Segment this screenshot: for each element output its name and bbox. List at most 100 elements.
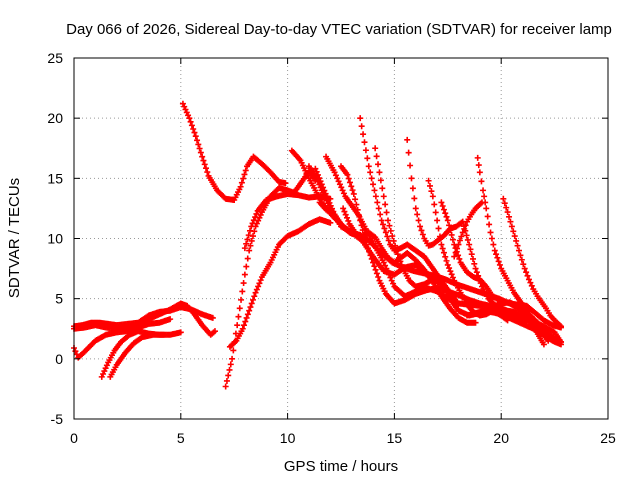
data-point — [242, 318, 249, 325]
data-point — [466, 241, 473, 248]
data-point — [358, 123, 365, 130]
data-point — [367, 169, 374, 176]
data-point — [447, 268, 454, 275]
data-point — [249, 296, 256, 303]
data-point — [429, 193, 436, 200]
data-point — [366, 248, 373, 255]
data-point — [528, 282, 535, 289]
data-point — [500, 195, 507, 202]
data-point — [357, 217, 364, 224]
data-point — [545, 337, 552, 344]
data-point — [373, 153, 380, 160]
data-point — [340, 205, 347, 212]
series-arc-6 — [179, 100, 289, 203]
data-point — [456, 237, 463, 244]
data-point — [525, 276, 532, 283]
data-point — [371, 263, 378, 270]
data-point — [408, 175, 415, 182]
data-point — [483, 205, 490, 212]
data-point — [475, 162, 482, 169]
data-point — [407, 162, 414, 169]
x-tick-labels: 0 5 10 15 20 25 — [70, 430, 616, 446]
data-point — [346, 179, 353, 186]
data-point — [72, 348, 79, 355]
data-point — [372, 266, 379, 273]
data-point — [386, 222, 393, 229]
data-point — [513, 237, 520, 244]
data-point — [211, 328, 218, 335]
axis-ticks — [73, 57, 609, 420]
y-tick-label: 0 — [55, 351, 63, 367]
data-point — [461, 225, 468, 232]
data-point — [462, 222, 469, 229]
data-point — [340, 190, 347, 197]
x-tick-label: 25 — [600, 430, 616, 446]
data-points — [71, 100, 565, 390]
data-point — [358, 222, 365, 229]
data-point — [243, 240, 250, 247]
data-point — [372, 145, 379, 152]
data-point — [379, 185, 386, 192]
data-point — [316, 175, 323, 182]
data-point — [244, 255, 251, 262]
data-point — [431, 201, 438, 208]
data-point — [376, 169, 383, 176]
data-point — [321, 187, 328, 194]
data-point — [368, 255, 375, 262]
data-point — [249, 220, 256, 227]
data-point — [248, 237, 255, 244]
data-point — [322, 190, 329, 197]
data-point — [425, 177, 432, 184]
data-point — [470, 255, 477, 262]
data-point — [201, 161, 208, 168]
x-tick-label: 5 — [177, 430, 185, 446]
data-point — [246, 307, 253, 314]
data-point — [558, 341, 565, 348]
data-point — [503, 204, 510, 211]
data-point — [247, 242, 254, 249]
data-point — [282, 180, 289, 187]
data-point — [382, 229, 389, 236]
y-tick-label: 10 — [47, 231, 63, 247]
data-point — [396, 254, 403, 261]
data-point — [455, 241, 462, 248]
data-point — [467, 246, 474, 253]
data-point — [241, 271, 248, 278]
data-point — [520, 261, 527, 268]
data-point — [442, 210, 449, 217]
x-axis-label: GPS time / hours — [284, 458, 398, 475]
data-point — [188, 122, 195, 129]
data-point — [440, 249, 447, 256]
data-point — [387, 274, 394, 281]
data-point — [197, 149, 204, 156]
data-point — [412, 205, 419, 212]
data-point — [177, 329, 184, 336]
data-point — [446, 265, 453, 272]
data-point — [419, 231, 426, 238]
series-arc-9 — [226, 216, 334, 350]
data-point — [250, 217, 257, 224]
data-point — [442, 253, 449, 260]
y-tick-label: -5 — [51, 411, 64, 427]
data-point — [464, 236, 471, 243]
data-point — [388, 277, 395, 284]
data-point — [480, 187, 487, 194]
data-point — [323, 193, 330, 200]
data-point — [444, 217, 451, 224]
data-point — [375, 161, 382, 168]
data-point — [191, 129, 198, 136]
data-point — [488, 235, 495, 242]
data-point — [394, 251, 401, 258]
data-point — [523, 269, 530, 276]
data-point — [247, 227, 254, 234]
data-point — [387, 227, 394, 234]
data-point — [167, 316, 174, 323]
data-point — [365, 163, 372, 170]
y-tick-label: 5 — [55, 291, 63, 307]
data-point — [382, 201, 389, 208]
data-point — [195, 141, 202, 148]
data-point — [255, 283, 262, 290]
data-point — [506, 213, 513, 220]
data-point — [237, 183, 244, 190]
data-point — [239, 325, 246, 332]
